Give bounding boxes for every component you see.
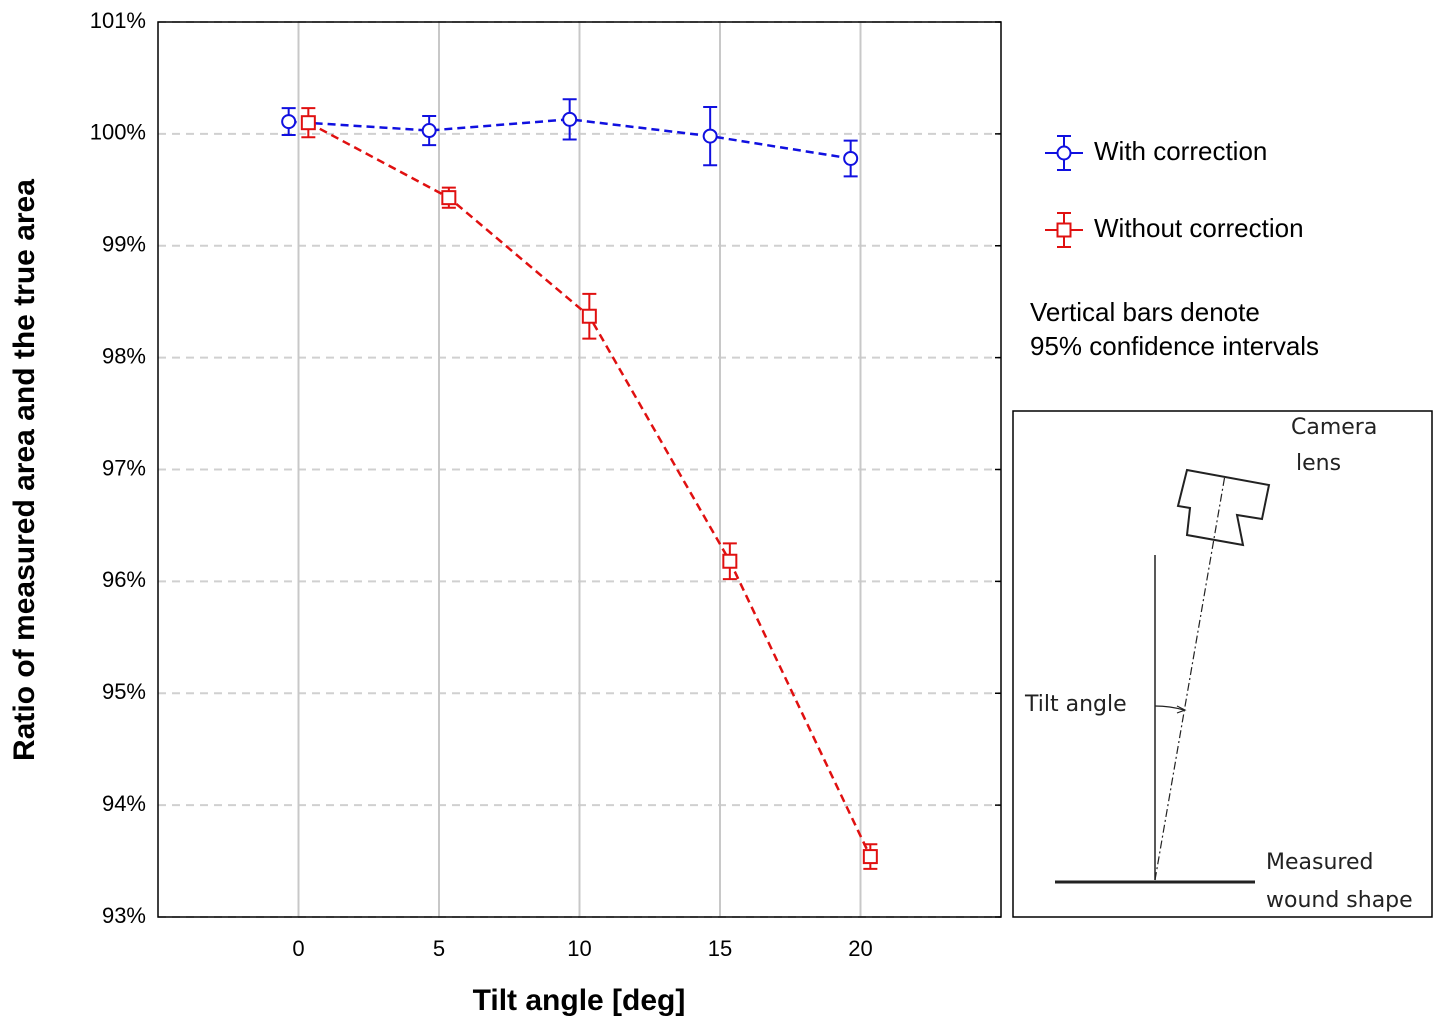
x-axis-title: Tilt angle [deg] — [473, 984, 686, 1017]
axis-line — [1154, 474, 1226, 881]
y-tick-label: 97% — [102, 455, 146, 480]
x-tick-label: 20 — [848, 936, 872, 961]
legend-marker — [1056, 145, 1072, 161]
marker — [562, 111, 578, 127]
legend-label: With correction — [1094, 136, 1267, 166]
marker — [581, 308, 597, 324]
y-tick-label: 99% — [102, 232, 146, 257]
legend-marker — [1056, 222, 1072, 238]
y-tick-label: 94% — [102, 791, 146, 816]
tilt-label: Tilt angle — [1024, 692, 1127, 717]
marker — [722, 553, 738, 569]
plot-frame — [157, 21, 1002, 918]
y-tick-label: 98% — [102, 343, 146, 368]
marker — [441, 190, 457, 206]
y-axis-title: Ratio of measured area and the true area — [8, 179, 41, 761]
x-tick-label: 0 — [292, 936, 304, 961]
marker — [702, 128, 718, 144]
annotation: 95% confidence intervals — [1030, 331, 1319, 361]
surface-label: Measured — [1266, 850, 1373, 875]
diagram-frame — [1012, 410, 1433, 918]
y-tick-label: 96% — [102, 567, 146, 592]
x-tick-label: 15 — [708, 936, 732, 961]
marker — [862, 849, 878, 865]
camera-label: Camera — [1291, 415, 1377, 440]
series-line — [288, 118, 851, 160]
arrow-head — [1176, 705, 1187, 714]
x-tick-label: 10 — [567, 936, 591, 961]
y-tick-label: 101% — [90, 8, 146, 33]
legend-label: Without correction — [1094, 213, 1304, 243]
y-tick-label: 95% — [102, 679, 146, 704]
x-tick-label: 5 — [433, 936, 445, 961]
y-tick-label: 100% — [90, 120, 146, 145]
y-tick-label: 93% — [102, 903, 146, 928]
diagram: Camera lens Tilt angle Measured wound sh… — [1012, 410, 1433, 918]
marker — [281, 114, 297, 130]
surface-label: wound shape — [1266, 888, 1413, 913]
annotation: Vertical bars denote — [1030, 297, 1260, 327]
camera-icon — [1176, 468, 1271, 547]
marker — [843, 150, 859, 166]
angle-arrow — [1154, 705, 1185, 711]
marker — [421, 123, 437, 139]
marker — [300, 115, 316, 131]
camera-label: lens — [1296, 451, 1341, 476]
series-line — [307, 121, 872, 858]
